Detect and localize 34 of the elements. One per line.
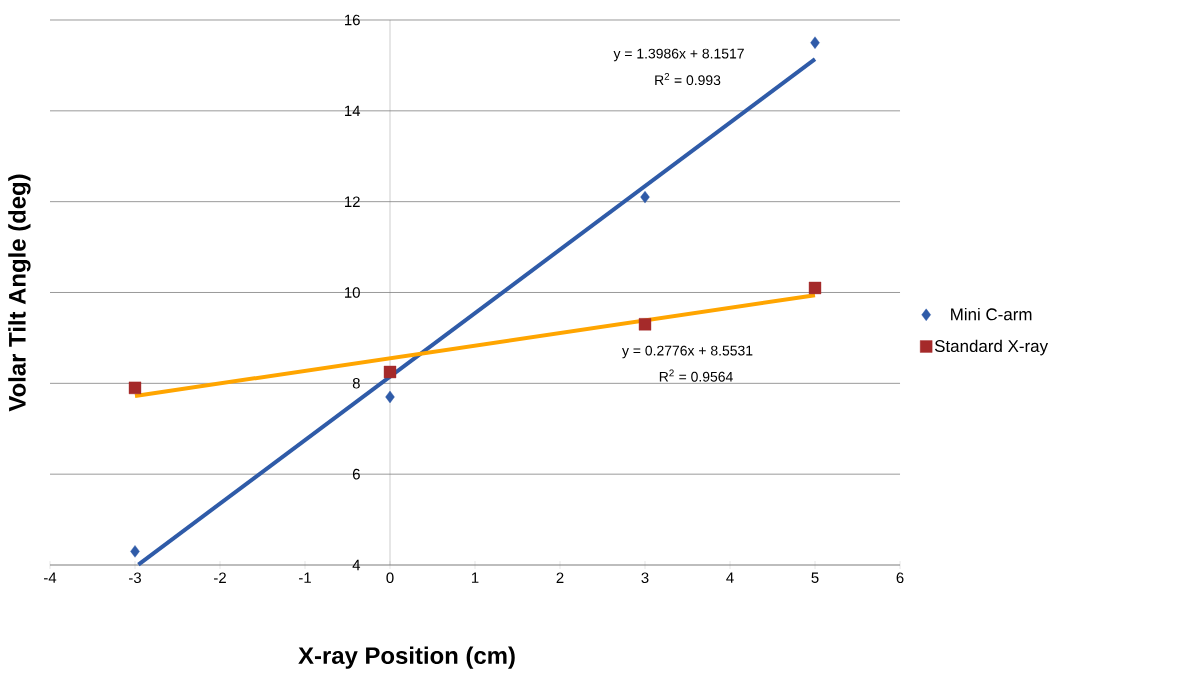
legend-label: Standard X-ray (934, 339, 1049, 356)
x-axis-title: X-ray Position (cm) (298, 646, 515, 669)
x-tick-label: 0 (386, 572, 394, 584)
x-tick-label: 6 (896, 572, 904, 584)
y-tick-label: 10 (345, 287, 360, 298)
point (808, 281, 822, 295)
point (640, 190, 650, 204)
x-tick-label: -4 (44, 572, 57, 583)
x-tick-label: -3 (129, 572, 141, 584)
point (810, 36, 820, 49)
annotation: y = 1.3986x + 8.1517 (613, 48, 744, 62)
annotation: R$^{2}$ = 0.9564 (659, 369, 733, 382)
x-tick-label: 1 (471, 572, 479, 583)
y-tick-label: 16 (345, 14, 360, 26)
point (383, 365, 397, 379)
x-tick-label: 3 (641, 572, 649, 584)
y-tick-label: 12 (345, 196, 360, 207)
x-tick-label: 2 (556, 572, 564, 583)
legend-label: Mini C-arm (951, 307, 1032, 321)
point (130, 545, 140, 558)
x-tick-label: -1 (299, 572, 311, 583)
y-tick-label: 8 (352, 378, 360, 389)
annotation: R$^{2}$ = 0.993 (655, 72, 721, 86)
point (638, 318, 652, 331)
point (128, 381, 142, 395)
annotation: y = 0.2776x + 8.5531 (622, 345, 753, 359)
y-axis-title: Volar Tilt Angle (deg) (8, 174, 31, 412)
y-tick-label: 14 (345, 105, 361, 116)
point (385, 390, 395, 404)
y-tick-label: 4 (352, 559, 361, 571)
x-tick-label: 4 (726, 572, 734, 583)
x-tick-label: 5 (811, 572, 819, 583)
y-tick-label: 6 (352, 468, 360, 480)
x-tick-label: -2 (214, 572, 226, 583)
